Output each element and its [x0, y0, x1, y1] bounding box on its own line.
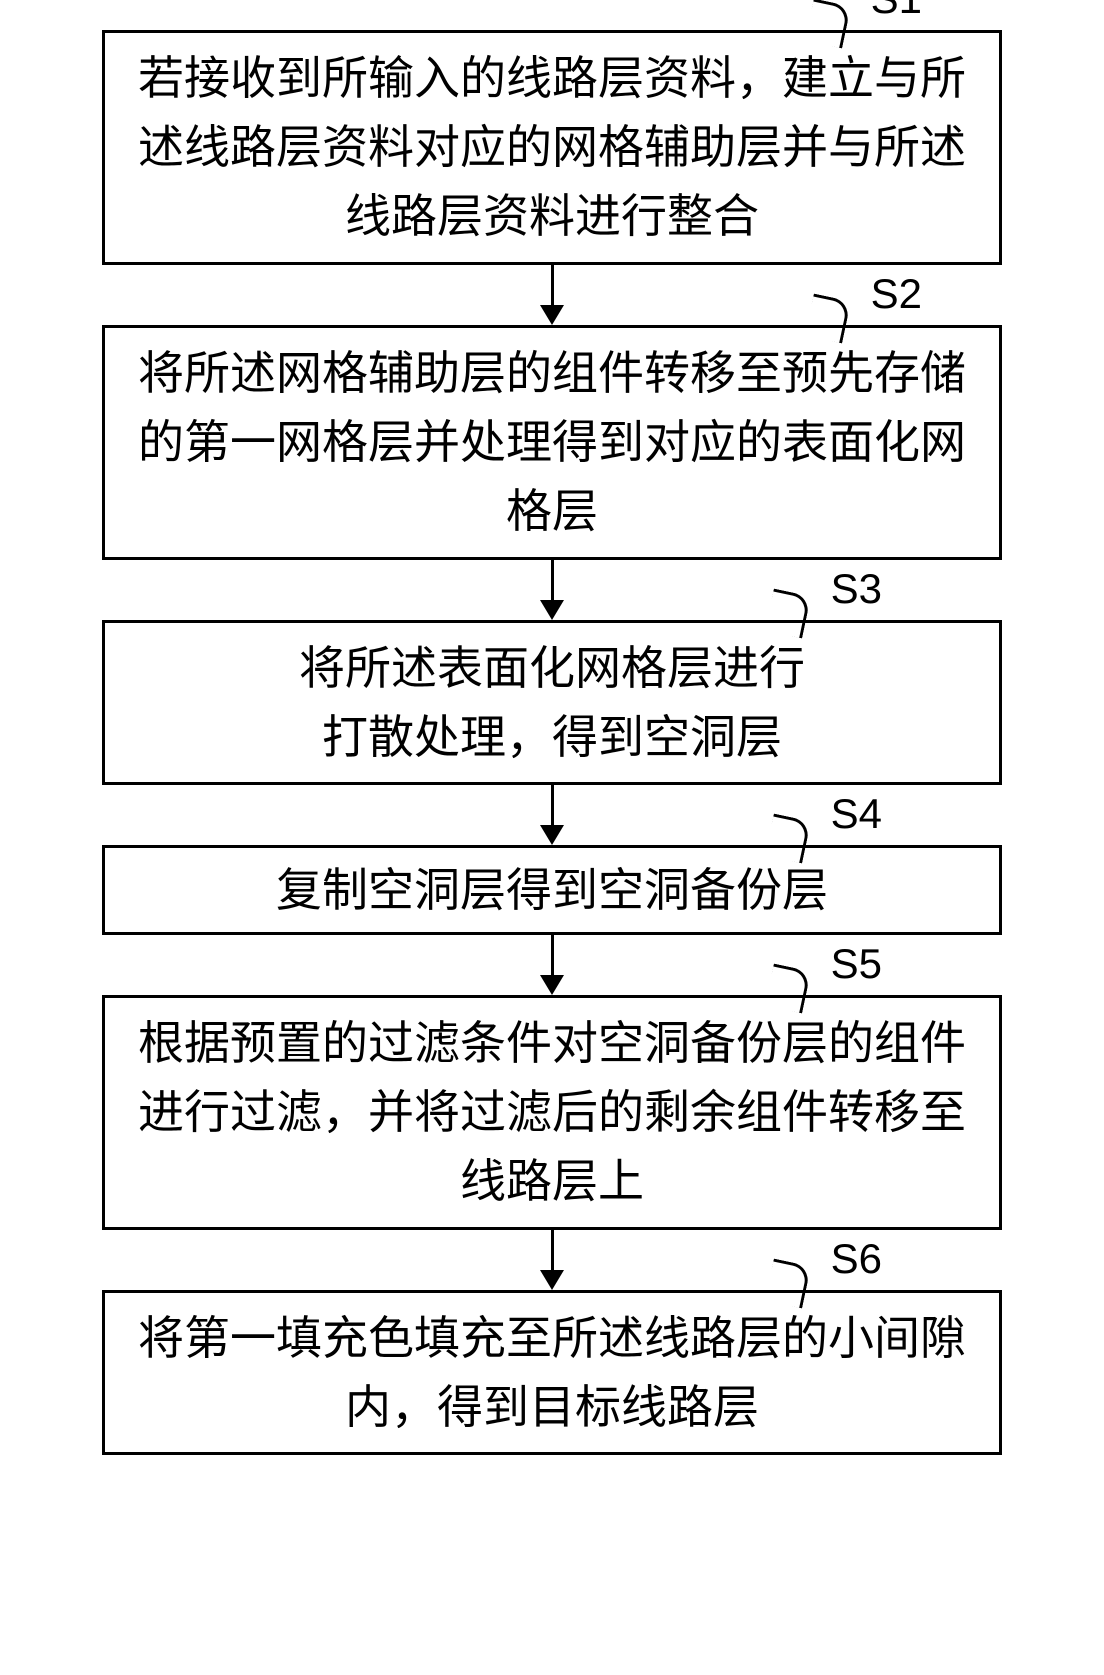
step-box-s4: 复制空洞层得到空洞备份层	[102, 845, 1002, 935]
arrow-after-s5	[540, 1230, 564, 1290]
step-label-s1: S1	[871, 0, 922, 23]
step-s1: S1若接收到所输入的线路层资料，建立与所述线路层资料对应的网格辅助层并与所述线路…	[102, 30, 1002, 265]
arrow-after-s2	[540, 560, 564, 620]
arrow-after-s4	[540, 935, 564, 995]
arrow-line	[551, 785, 554, 825]
step-text-s4: 复制空洞层得到空洞备份层	[276, 856, 828, 925]
step-box-s2: 将所述网格辅助层的组件转移至预先存储的第一网格层并处理得到对应的表面化网格层	[102, 325, 1002, 560]
step-box-s3: 将所述表面化网格层进行打散处理，得到空洞层	[102, 620, 1002, 785]
step-box-s5: 根据预置的过滤条件对空洞备份层的组件进行过滤，并将过滤后的剩余组件转移至线路层上	[102, 995, 1002, 1230]
arrow-line	[551, 560, 554, 600]
arrow-head-icon	[540, 1270, 564, 1290]
step-s5: S5根据预置的过滤条件对空洞备份层的组件进行过滤，并将过滤后的剩余组件转移至线路…	[102, 995, 1002, 1230]
arrow-after-s1	[540, 265, 564, 325]
step-text-s5: 根据预置的过滤条件对空洞备份层的组件进行过滤，并将过滤后的剩余组件转移至线路层上	[135, 1009, 969, 1216]
arrow-head-icon	[540, 600, 564, 620]
step-text-s6: 将第一填充色填充至所述线路层的小间隙内，得到目标线路层	[135, 1304, 969, 1442]
arrow-line	[551, 1230, 554, 1270]
step-s4: S4复制空洞层得到空洞备份层	[102, 845, 1002, 935]
arrow-line	[551, 265, 554, 305]
step-text-s2: 将所述网格辅助层的组件转移至预先存储的第一网格层并处理得到对应的表面化网格层	[135, 339, 969, 546]
arrow-after-s3	[540, 785, 564, 845]
arrow-line	[551, 935, 554, 975]
step-box-s6: 将第一填充色填充至所述线路层的小间隙内，得到目标线路层	[102, 1290, 1002, 1455]
step-text-s3: 将所述表面化网格层进行打散处理，得到空洞层	[299, 634, 805, 772]
arrow-head-icon	[540, 825, 564, 845]
step-box-s1: 若接收到所输入的线路层资料，建立与所述线路层资料对应的网格辅助层并与所述线路层资…	[102, 30, 1002, 265]
arrow-head-icon	[540, 305, 564, 325]
step-label-s5: S5	[831, 940, 882, 988]
step-label-s4: S4	[831, 790, 882, 838]
step-s3: S3将所述表面化网格层进行打散处理，得到空洞层	[102, 620, 1002, 785]
step-s6: S6将第一填充色填充至所述线路层的小间隙内，得到目标线路层	[102, 1290, 1002, 1455]
step-text-s1: 若接收到所输入的线路层资料，建立与所述线路层资料对应的网格辅助层并与所述线路层资…	[135, 44, 969, 251]
step-label-s2: S2	[871, 270, 922, 318]
flowchart: S1若接收到所输入的线路层资料，建立与所述线路层资料对应的网格辅助层并与所述线路…	[102, 30, 1002, 1455]
arrow-head-icon	[540, 975, 564, 995]
step-s2: S2将所述网格辅助层的组件转移至预先存储的第一网格层并处理得到对应的表面化网格层	[102, 325, 1002, 560]
step-label-s6: S6	[831, 1235, 882, 1283]
step-label-s3: S3	[831, 565, 882, 613]
